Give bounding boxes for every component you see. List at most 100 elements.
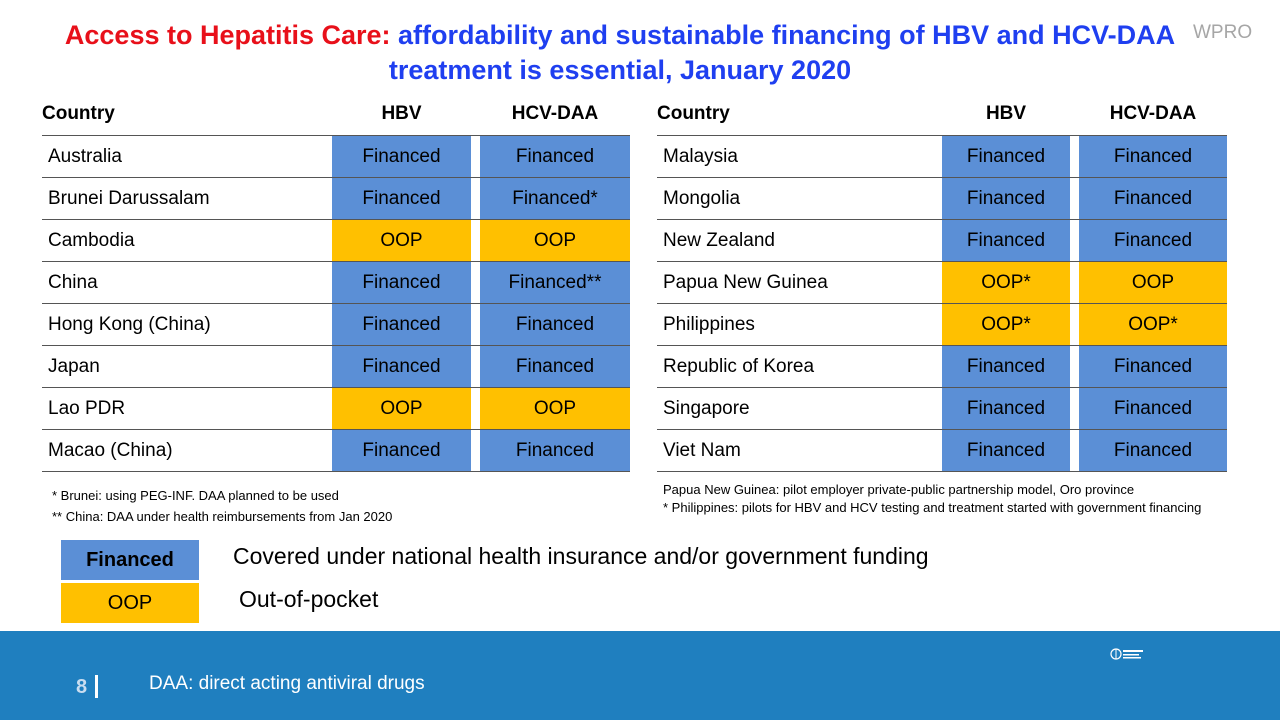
column-gap <box>471 303 480 346</box>
page-number: 8 <box>76 676 88 698</box>
table-row: Singapore Financed Financed <box>657 387 1227 430</box>
table-row: Malaysia Financed Financed <box>657 135 1227 178</box>
hbv-status-cell: Financed <box>332 429 471 472</box>
hbv-status-cell: OOP <box>332 219 471 262</box>
column-gap <box>471 261 480 304</box>
column-gap <box>1070 135 1079 178</box>
hbv-status-cell: Financed <box>942 387 1070 430</box>
table-row: Australia Financed Financed <box>42 135 630 178</box>
country-cell: China <box>42 261 332 304</box>
country-cell: Mongolia <box>657 177 942 220</box>
country-cell: New Zealand <box>657 219 942 262</box>
hbv-status-cell: Financed <box>942 135 1070 178</box>
right-country-table: Country HBV HCV-DAA Malaysia Financed Fina… <box>657 93 1227 472</box>
title-red-part: Access to Hepatitis Care: <box>64 20 391 50</box>
hcv-status-cell: Financed <box>1079 429 1227 472</box>
country-cell: Cambodia <box>42 219 332 262</box>
footer-separator <box>95 675 98 698</box>
table-row: New Zealand Financed Financed <box>657 219 1227 262</box>
country-cell: Republic of Korea <box>657 345 942 388</box>
country-cell: Philippines <box>657 303 942 346</box>
hbv-status-cell: Financed <box>942 345 1070 388</box>
hcv-status-cell: Financed <box>1079 345 1227 388</box>
hcv-status-cell: OOP <box>480 387 630 430</box>
footer-bar <box>0 631 1280 720</box>
header-hbv: HBV <box>985 103 1027 124</box>
legend-financed-text: Covered under national health insurance … <box>233 543 929 569</box>
hbv-status-cell: OOP <box>332 387 471 430</box>
footnote-philippines: * Philippines: pilots for HBV and HCV te… <box>663 500 1202 515</box>
country-cell: Papua New Guinea <box>657 261 942 304</box>
hbv-status-cell: Financed <box>332 261 471 304</box>
hcv-status-cell: Financed <box>480 303 630 346</box>
column-gap <box>471 345 480 388</box>
legend-oop-swatch: OOP <box>61 583 199 623</box>
slide-title: Access to Hepatitis Care: affordability … <box>60 18 1180 88</box>
footer-abbreviation: DAA: direct acting antiviral drugs <box>149 673 425 694</box>
table-row: Philippines OOP* OOP* <box>657 303 1227 346</box>
table-row: Lao PDR OOP OOP <box>42 387 630 430</box>
region-label: WPRO <box>1193 22 1253 43</box>
table-row: Viet Nam Financed Financed <box>657 429 1227 472</box>
hbv-status-cell: Financed <box>332 345 471 388</box>
column-gap <box>1070 177 1079 220</box>
country-cell: Viet Nam <box>657 429 942 472</box>
hcv-status-cell: OOP <box>480 219 630 262</box>
column-gap <box>1070 219 1079 262</box>
column-gap <box>471 219 480 262</box>
right-table-body: Malaysia Financed Financed Mongolia Financed… <box>657 135 1227 472</box>
table-row: Papua New Guinea OOP* OOP <box>657 261 1227 304</box>
column-gap <box>1070 261 1079 304</box>
column-gap <box>1070 345 1079 388</box>
table-row: Hong Kong (China) Financed Financed <box>42 303 630 346</box>
header-hcv: HCV-DAA <box>1109 103 1197 124</box>
hbv-status-cell: OOP* <box>942 261 1070 304</box>
hbv-status-cell: Financed <box>332 135 471 178</box>
hbv-status-cell: Financed <box>942 219 1070 262</box>
hbv-status-cell: Financed <box>942 177 1070 220</box>
column-gap <box>471 177 480 220</box>
country-cell: Macao (China) <box>42 429 332 472</box>
column-gap <box>471 429 480 472</box>
country-cell: Malaysia <box>657 135 942 178</box>
column-gap <box>1070 387 1079 430</box>
country-cell: Singapore <box>657 387 942 430</box>
hcv-status-cell: Financed <box>1079 177 1227 220</box>
column-gap <box>1070 429 1079 472</box>
who-logo-icon <box>1110 648 1143 660</box>
column-gap <box>471 387 480 430</box>
country-cell: Brunei Darussalam <box>42 177 332 220</box>
hbv-status-cell: Financed <box>332 303 471 346</box>
table-row: Japan Financed Financed <box>42 345 630 388</box>
country-cell: Lao PDR <box>42 387 332 430</box>
legend-oop-text: Out-of-pocket <box>239 586 379 612</box>
hcv-status-cell: Financed <box>480 135 630 178</box>
legend-financed-swatch: Financed <box>61 540 199 580</box>
country-cell: Hong Kong (China) <box>42 303 332 346</box>
header-hcv: HCV-DAA <box>511 103 599 124</box>
table-row: Cambodia OOP OOP <box>42 219 630 262</box>
header-hbv: HBV <box>381 103 422 124</box>
header-country: Country <box>42 103 115 124</box>
hbv-status-cell: Financed <box>942 429 1070 472</box>
hcv-status-cell: Financed** <box>480 261 630 304</box>
column-gap <box>471 135 480 178</box>
hcv-status-cell: Financed <box>480 345 630 388</box>
country-cell: Australia <box>42 135 332 178</box>
hcv-status-cell: Financed <box>1079 387 1227 430</box>
hcv-status-cell: Financed <box>1079 135 1227 178</box>
hcv-status-cell: OOP <box>1079 261 1227 304</box>
column-gap <box>1070 303 1079 346</box>
header-country: Country <box>657 103 730 124</box>
left-table-body: Australia Financed Financed Brunei Darussal… <box>42 135 630 472</box>
table-row: Republic of Korea Financed Financed <box>657 345 1227 388</box>
hcv-status-cell: OOP* <box>1079 303 1227 346</box>
footnote-china: ** China: DAA under health reimbursement… <box>52 509 393 524</box>
footnote-png: Papua New Guinea: pilot employer private… <box>663 482 1135 497</box>
hcv-status-cell: Financed* <box>480 177 630 220</box>
table-row: Brunei Darussalam Financed Financed* <box>42 177 630 220</box>
hbv-status-cell: Financed <box>332 177 471 220</box>
hbv-status-cell: OOP* <box>942 303 1070 346</box>
footnote-brunei: * Brunei: using PEG-INF. DAA planned to … <box>52 488 339 503</box>
table-row: China Financed Financed** <box>42 261 630 304</box>
